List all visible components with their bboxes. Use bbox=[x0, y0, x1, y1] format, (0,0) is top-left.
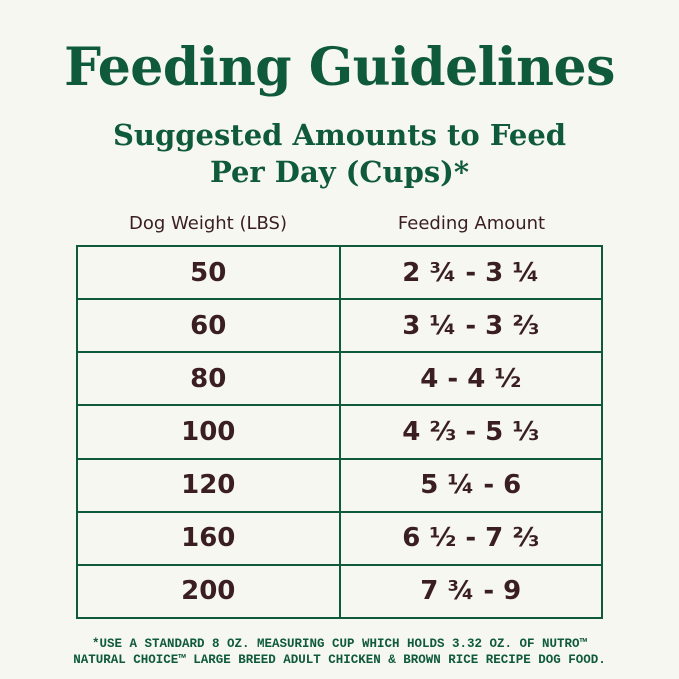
subtitle-line-1: Suggested Amounts to Feed bbox=[112, 118, 567, 152]
weight-cell: 120 bbox=[76, 457, 341, 513]
footnote-line-2: NATURAL CHOICE™ LARGE BREED ADULT CHICKE… bbox=[73, 653, 606, 667]
weight-cell: 60 bbox=[76, 298, 341, 354]
amount-cell: 5 ¼ - 6 bbox=[338, 457, 603, 513]
page-title: Feeding Guidelines bbox=[64, 37, 615, 98]
amount-cell: 2 ¾ - 3 ¼ bbox=[338, 244, 603, 301]
table-row: 100 4 ⅔ - 5 ⅓ bbox=[76, 404, 603, 460]
table-row: 60 3 ¼ - 3 ⅔ bbox=[76, 298, 603, 354]
weight-cell: 160 bbox=[76, 510, 341, 566]
feeding-table: 50 2 ¾ - 3 ¼ 60 3 ¼ - 3 ⅔ 80 4 - 4 ½ 100 4 ⅔ - … bbox=[76, 244, 603, 620]
amount-cell: 6 ½ - 7 ⅔ bbox=[338, 510, 603, 566]
weight-cell: 80 bbox=[76, 351, 341, 407]
column-header-weight: Dog Weight (LBS) bbox=[129, 213, 287, 234]
amount-cell: 7 ¾ - 9 bbox=[338, 563, 603, 620]
amount-cell: 4 - 4 ½ bbox=[338, 351, 603, 407]
footnote-line-1: *USE A STANDARD 8 OZ. MEASURING CUP WHIC… bbox=[91, 637, 588, 651]
amount-cell: 3 ¼ - 3 ⅔ bbox=[338, 298, 603, 354]
amount-cell: 4 ⅔ - 5 ⅓ bbox=[338, 404, 603, 460]
table-row: 160 6 ½ - 7 ⅔ bbox=[76, 510, 603, 566]
table-row: 80 4 - 4 ½ bbox=[76, 351, 603, 407]
table-row: 120 5 ¼ - 6 bbox=[76, 457, 603, 513]
table-row: 50 2 ¾ - 3 ¼ bbox=[76, 244, 603, 301]
footnote: *USE A STANDARD 8 OZ. MEASURING CUP WHIC… bbox=[0, 636, 679, 668]
subtitle-line-2: Per Day (Cups)* bbox=[209, 155, 470, 189]
weight-cell: 50 bbox=[76, 244, 341, 301]
column-header-amount: Feeding Amount bbox=[397, 213, 546, 234]
table-row: 200 7 ¾ - 9 bbox=[76, 563, 603, 620]
weight-cell: 200 bbox=[76, 563, 341, 620]
weight-cell: 100 bbox=[76, 404, 341, 460]
